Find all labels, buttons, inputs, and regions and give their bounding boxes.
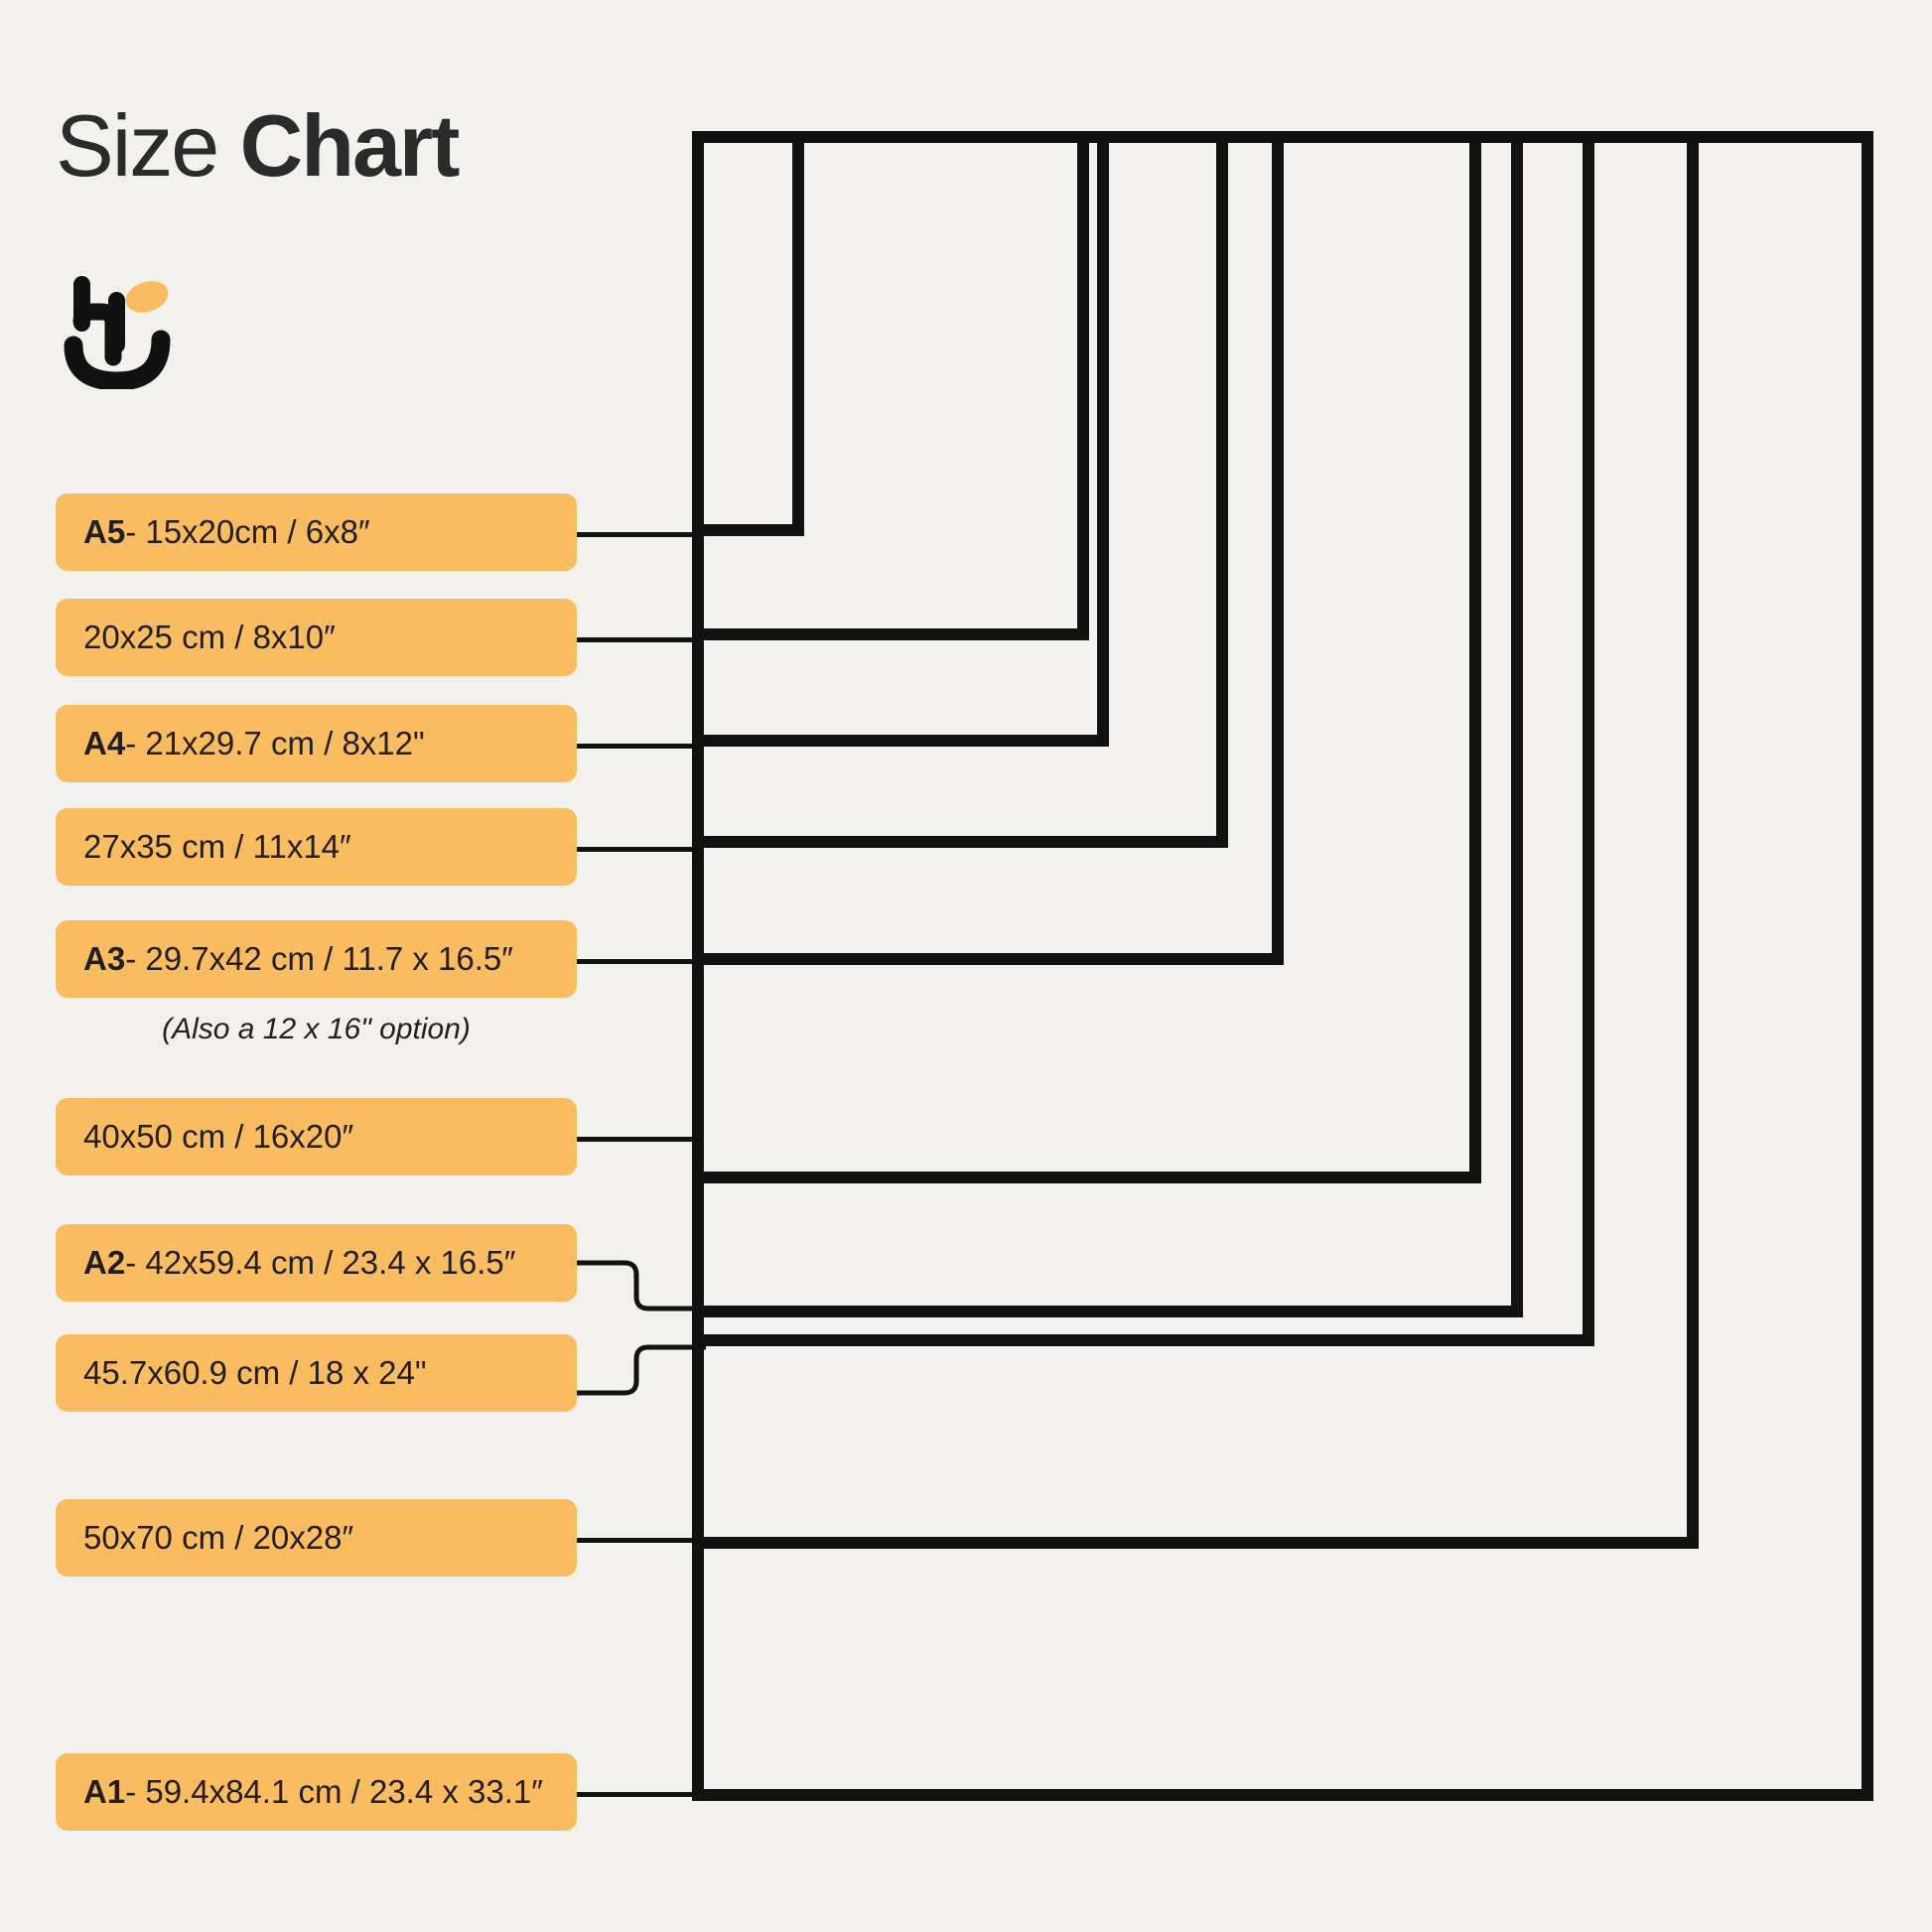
page-title-bold: Chart	[239, 96, 461, 195]
hu-smiley-logo	[60, 270, 189, 391]
size-label-a2[interactable]: A2 - 42x59.4 cm / 23.4 x 16.5″	[56, 1224, 577, 1302]
size-box-a5	[692, 131, 804, 536]
connector-457-jog	[577, 1344, 706, 1396]
connector-a3	[577, 959, 702, 964]
size-text-a5: - 15x20cm / 6x8″	[125, 513, 370, 550]
size-label-a1[interactable]: A1 - 59.4x84.1 cm / 23.4 x 33.1″	[56, 1753, 577, 1831]
size-text-20x25: 20x25 cm / 8x10″	[83, 619, 336, 655]
size-label-a5[interactable]: A5 - 15x20cm / 6x8″	[56, 493, 577, 571]
page-title: Size Chart	[56, 95, 461, 197]
page-title-light: Size	[56, 96, 240, 195]
size-label-27x35[interactable]: 27x35 cm / 11x14″	[56, 808, 577, 886]
connector-a4	[577, 744, 702, 749]
size-label-457[interactable]: 45.7x60.9 cm / 18 x 24"	[56, 1334, 577, 1412]
size-code-a2: A2	[83, 1244, 126, 1281]
size-text-a3: - 29.7x42 cm / 11.7 x 16.5″	[125, 940, 513, 977]
connector-a5	[577, 532, 702, 537]
size-label-20x25[interactable]: 20x25 cm / 8x10″	[56, 599, 577, 676]
connector-27x35	[577, 847, 702, 852]
size-label-40x50[interactable]: 40x50 cm / 16x20″	[56, 1098, 577, 1175]
size-text-a4: - 21x29.7 cm / 8x12"	[125, 725, 425, 761]
size-text-40x50: 40x50 cm / 16x20″	[83, 1118, 354, 1155]
connector-a1	[577, 1792, 702, 1797]
connector-40x50	[577, 1137, 702, 1142]
size-code-a3: A3	[83, 940, 126, 977]
size-text-50x70: 50x70 cm / 20x28″	[83, 1519, 354, 1556]
size-text-a2: - 42x59.4 cm / 23.4 x 16.5″	[125, 1244, 516, 1281]
size-label-a3[interactable]: A3 - 29.7x42 cm / 11.7 x 16.5″	[56, 920, 577, 998]
a3-option-note: (Also a 12 x 16" option)	[162, 1013, 471, 1045]
connector-50x70	[577, 1538, 702, 1543]
size-code-a5: A5	[83, 513, 126, 550]
size-code-a1: A1	[83, 1773, 126, 1810]
connector-a2-jog	[577, 1260, 706, 1311]
size-text-457: 45.7x60.9 cm / 18 x 24"	[83, 1354, 427, 1391]
connector-20x25	[577, 637, 702, 642]
size-label-50x70[interactable]: 50x70 cm / 20x28″	[56, 1499, 577, 1577]
size-text-a1: - 59.4x84.1 cm / 23.4 x 33.1″	[125, 1773, 543, 1810]
size-label-a4[interactable]: A4 - 21x29.7 cm / 8x12"	[56, 705, 577, 782]
size-text-27x35: 27x35 cm / 11x14″	[83, 828, 351, 865]
size-code-a4: A4	[83, 725, 126, 761]
